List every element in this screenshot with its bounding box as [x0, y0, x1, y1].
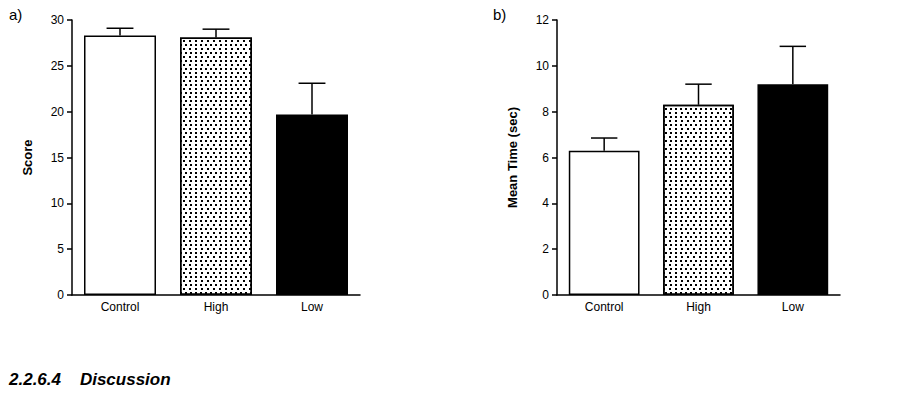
svg-text:8: 8	[542, 105, 549, 119]
svg-text:25: 25	[51, 59, 65, 73]
svg-text:12: 12	[536, 13, 550, 27]
svg-text:0: 0	[57, 288, 64, 302]
svg-text:5: 5	[57, 242, 64, 256]
svg-text:30: 30	[51, 13, 65, 27]
svg-text:6: 6	[542, 151, 549, 165]
svg-text:10: 10	[536, 59, 550, 73]
svg-text:Low: Low	[301, 300, 323, 314]
svg-text:Low: Low	[782, 300, 804, 314]
svg-text:0: 0	[542, 288, 549, 302]
svg-text:Score: Score	[20, 139, 35, 175]
svg-text:a): a)	[9, 6, 22, 23]
svg-text:20: 20	[51, 105, 65, 119]
svg-text:b): b)	[493, 6, 506, 23]
svg-text:4: 4	[542, 196, 549, 210]
svg-text:Control: Control	[101, 300, 140, 314]
svg-text:High: High	[686, 300, 711, 314]
svg-text:High: High	[204, 300, 229, 314]
svg-text:15: 15	[51, 151, 65, 165]
svg-text:2.2.6.4 Discussion: 2.2.6.4 Discussion	[8, 370, 171, 389]
svg-text:Control: Control	[585, 300, 624, 314]
svg-text:2: 2	[542, 242, 549, 256]
svg-text:10: 10	[51, 196, 65, 210]
svg-text:Mean Time (sec): Mean Time (sec)	[505, 107, 520, 208]
